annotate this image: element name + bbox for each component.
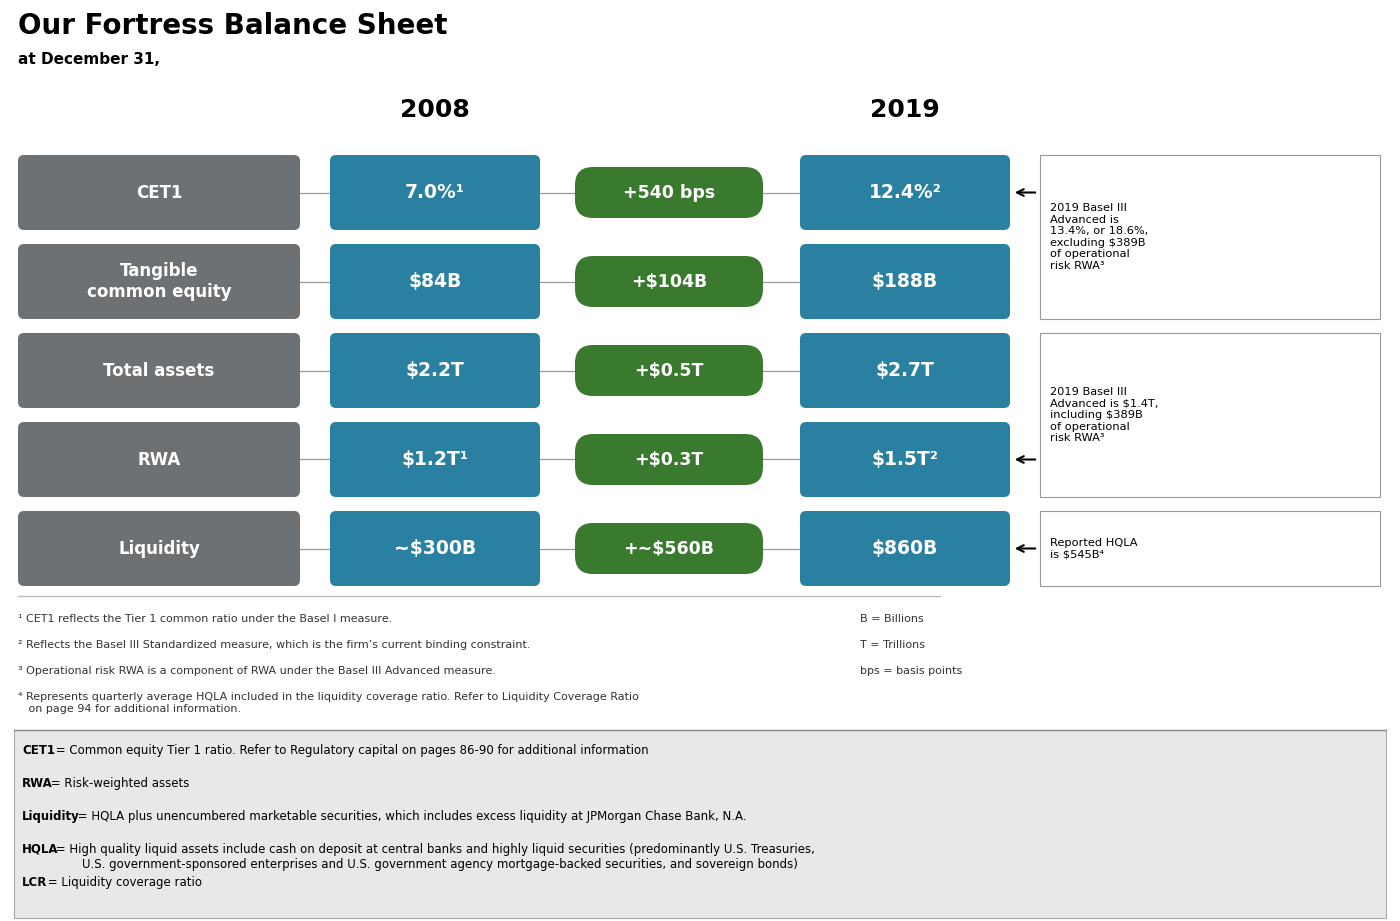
FancyBboxPatch shape (330, 244, 540, 319)
FancyBboxPatch shape (799, 244, 1009, 319)
FancyBboxPatch shape (575, 256, 763, 307)
Text: ~$300B: ~$300B (393, 539, 476, 558)
Text: ³ Operational risk RWA is a component of RWA under the Basel III Advanced measur: ³ Operational risk RWA is a component of… (18, 666, 496, 676)
Text: CET1: CET1 (136, 183, 182, 202)
Text: Total assets: Total assets (104, 362, 214, 379)
Text: = Common equity Tier 1 ratio. Refer to Regulatory capital on pages 86-90 for add: = Common equity Tier 1 ratio. Refer to R… (52, 744, 648, 757)
Text: RWA: RWA (22, 777, 53, 790)
Text: LCR: LCR (22, 876, 48, 889)
Text: CET1: CET1 (22, 744, 55, 757)
Text: 2019: 2019 (871, 98, 939, 122)
FancyBboxPatch shape (575, 167, 763, 218)
FancyBboxPatch shape (575, 345, 763, 396)
Text: $860B: $860B (872, 539, 938, 558)
Text: $188B: $188B (872, 272, 938, 291)
FancyBboxPatch shape (330, 422, 540, 497)
Text: = Liquidity coverage ratio: = Liquidity coverage ratio (43, 876, 202, 889)
Text: Tangible
common equity: Tangible common equity (87, 262, 231, 301)
Text: 7.0%¹: 7.0%¹ (405, 183, 465, 202)
Text: ² Reflects the Basel III Standardized measure, which is the firm’s current bindi: ² Reflects the Basel III Standardized me… (18, 640, 531, 650)
FancyBboxPatch shape (1040, 511, 1380, 586)
Text: at December 31,: at December 31, (18, 52, 160, 67)
Text: T = Trillions: T = Trillions (860, 640, 925, 650)
FancyBboxPatch shape (14, 730, 1386, 918)
Text: Liquidity: Liquidity (22, 810, 80, 823)
FancyBboxPatch shape (330, 155, 540, 230)
FancyBboxPatch shape (799, 511, 1009, 586)
Text: $1.5T²: $1.5T² (872, 450, 938, 469)
FancyBboxPatch shape (575, 523, 763, 574)
FancyBboxPatch shape (18, 511, 300, 586)
Text: +$0.3T: +$0.3T (634, 450, 704, 469)
Text: 2019 Basel III
Advanced is $1.4T,
including $389B
of operational
risk RWA³: 2019 Basel III Advanced is $1.4T, includ… (1050, 387, 1158, 443)
FancyBboxPatch shape (18, 333, 300, 408)
Text: bps = basis points: bps = basis points (860, 666, 962, 676)
FancyBboxPatch shape (799, 422, 1009, 497)
FancyBboxPatch shape (1040, 333, 1380, 497)
Text: = Risk-weighted assets: = Risk-weighted assets (48, 777, 189, 790)
FancyBboxPatch shape (330, 333, 540, 408)
Text: +$104B: +$104B (631, 273, 707, 290)
FancyBboxPatch shape (18, 244, 300, 319)
Text: Our Fortress Balance Sheet: Our Fortress Balance Sheet (18, 12, 448, 40)
Text: HQLA: HQLA (22, 843, 59, 856)
Text: B = Billions: B = Billions (860, 614, 924, 624)
Text: ⁴ Represents quarterly average HQLA included in the liquidity coverage ratio. Re: ⁴ Represents quarterly average HQLA incl… (18, 692, 638, 714)
FancyBboxPatch shape (1040, 155, 1380, 319)
Text: 2019 Basel III
Advanced is
13.4%, or 18.6%,
excluding $389B
of operational
risk : 2019 Basel III Advanced is 13.4%, or 18.… (1050, 203, 1148, 271)
Text: $84B: $84B (409, 272, 462, 291)
FancyBboxPatch shape (18, 155, 300, 230)
Text: +540 bps: +540 bps (623, 183, 715, 202)
Text: $2.2T: $2.2T (406, 361, 465, 380)
Text: = High quality liquid assets include cash on deposit at central banks and highly: = High quality liquid assets include cas… (52, 843, 815, 871)
Text: +~$560B: +~$560B (623, 540, 714, 557)
Text: Liquidity: Liquidity (118, 540, 200, 557)
FancyBboxPatch shape (18, 422, 300, 497)
Text: +$0.5T: +$0.5T (634, 362, 704, 379)
FancyBboxPatch shape (330, 511, 540, 586)
Text: $2.7T: $2.7T (875, 361, 934, 380)
FancyBboxPatch shape (799, 155, 1009, 230)
Text: 2008: 2008 (400, 98, 470, 122)
Text: 12.4%²: 12.4%² (868, 183, 941, 202)
FancyBboxPatch shape (575, 434, 763, 485)
Text: ¹ CET1 reflects the Tier 1 common ratio under the Basel I measure.: ¹ CET1 reflects the Tier 1 common ratio … (18, 614, 392, 624)
Text: Reported HQLA
is $545B⁴: Reported HQLA is $545B⁴ (1050, 538, 1137, 559)
Text: = HQLA plus unencumbered marketable securities, which includes excess liquidity : = HQLA plus unencumbered marketable secu… (74, 810, 746, 823)
Text: $1.2T¹: $1.2T¹ (402, 450, 469, 469)
Text: RWA: RWA (137, 450, 181, 469)
FancyBboxPatch shape (799, 333, 1009, 408)
